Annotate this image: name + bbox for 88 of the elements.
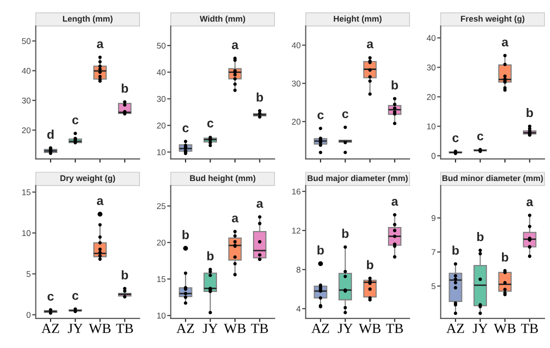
y-tick-label: 20 bbox=[157, 122, 166, 129]
annotation: c bbox=[182, 125, 189, 132]
annotation: b bbox=[256, 92, 264, 102]
x-tick-label: TB bbox=[386, 324, 403, 333]
chart-title: Dry weight (g) bbox=[60, 175, 116, 183]
y-tick-label: 40 bbox=[292, 42, 301, 48]
annotation: b bbox=[182, 230, 189, 240]
annotation: b bbox=[207, 251, 214, 260]
y-tick-label: 40 bbox=[426, 35, 436, 41]
annotation: b bbox=[122, 270, 128, 280]
y-tick-label: 12 bbox=[292, 228, 300, 234]
y-tick-label: 20 bbox=[22, 127, 31, 134]
y-tick-label: 9 bbox=[432, 215, 436, 222]
annotation: c bbox=[342, 111, 348, 118]
annotation: c bbox=[72, 117, 78, 124]
annotation: c bbox=[72, 293, 78, 300]
x-tick-label: WB bbox=[224, 324, 246, 334]
annotation: a bbox=[256, 200, 264, 208]
y-tick-label: 10 bbox=[427, 123, 436, 130]
y-tick-label: 7 bbox=[432, 249, 436, 256]
y-tick-label: 30 bbox=[22, 98, 31, 104]
y-tick-label: 40 bbox=[22, 68, 31, 74]
y-tick-label: 50 bbox=[156, 42, 166, 49]
annotation: b bbox=[342, 228, 349, 238]
y-tick-label: 40 bbox=[156, 69, 166, 76]
y-tick-label: 30 bbox=[426, 64, 436, 70]
y-tick-label: 4 bbox=[296, 306, 301, 312]
annotation: b bbox=[122, 84, 128, 93]
y-tick-label: 25 bbox=[157, 203, 166, 210]
x-tick-label: AZ bbox=[446, 324, 464, 333]
annotation: c bbox=[318, 112, 324, 120]
y-tick-label: 10 bbox=[22, 230, 31, 236]
y-tick-label: 15 bbox=[22, 189, 31, 196]
annotation: c bbox=[48, 294, 54, 301]
x-tick-label: AZ bbox=[176, 324, 194, 333]
annotation: c bbox=[207, 120, 214, 128]
annotation: b bbox=[502, 252, 508, 262]
annotation: a bbox=[232, 216, 239, 222]
y-tick-label: 20 bbox=[157, 240, 166, 246]
annotation: c bbox=[452, 135, 459, 142]
x-tick-label: TB bbox=[521, 324, 538, 333]
y-tick-label: 20 bbox=[292, 118, 301, 125]
chart-title: Bud major diameter (mm) bbox=[308, 175, 408, 183]
annotation: b bbox=[452, 246, 459, 255]
annotation: a bbox=[392, 198, 398, 206]
x-tick-label: AZ bbox=[41, 324, 60, 333]
y-tick-label: 0 bbox=[26, 312, 31, 318]
y-tick-label: 10 bbox=[157, 149, 166, 156]
x-tick-label: WB bbox=[358, 324, 380, 334]
chart-title: Bud minor diameter (mm) bbox=[442, 175, 543, 183]
x-tick-label: JY bbox=[472, 324, 488, 334]
x-tick-label: WB bbox=[494, 324, 516, 334]
y-tick-label: 30 bbox=[292, 80, 301, 86]
y-tick-label: 30 bbox=[156, 96, 166, 102]
y-tick-label: 8 bbox=[296, 266, 300, 273]
annotation: d bbox=[47, 130, 54, 139]
annotation: b bbox=[526, 108, 533, 118]
annotation: a bbox=[502, 40, 509, 46]
annotation: a bbox=[366, 41, 374, 48]
annotation: b bbox=[392, 80, 398, 90]
annotation: b bbox=[366, 260, 374, 270]
x-tick-label: JY bbox=[68, 324, 83, 334]
annotation: a bbox=[232, 42, 239, 50]
x-tick-label: JY bbox=[338, 324, 353, 334]
y-tick-label: 5 bbox=[432, 283, 436, 290]
annotation: a bbox=[96, 198, 104, 206]
chart-title: Bud height (mm) bbox=[190, 175, 256, 183]
y-tick-label: 20 bbox=[426, 94, 436, 100]
x-tick-label: WB bbox=[88, 324, 111, 334]
chart-title: Width (mm) bbox=[200, 16, 246, 24]
y-tick-label: 5 bbox=[26, 271, 31, 277]
y-tick-label: 10 bbox=[157, 312, 166, 319]
x-tick-label: AZ bbox=[311, 324, 330, 333]
y-tick-label: 50 bbox=[22, 38, 31, 44]
annotation: b bbox=[318, 245, 324, 255]
y-tick-label: 16 bbox=[292, 188, 300, 195]
x-tick-label: TB bbox=[116, 324, 133, 333]
annotation: a bbox=[96, 41, 104, 48]
y-tick-label: 15 bbox=[157, 276, 166, 282]
chart-title: Fresh weight (g) bbox=[460, 16, 524, 24]
chart-title: Length (mm) bbox=[62, 16, 112, 24]
annotation: c bbox=[477, 134, 484, 140]
x-tick-label: JY bbox=[202, 324, 218, 334]
annotation: a bbox=[526, 199, 534, 206]
x-tick-label: TB bbox=[251, 324, 268, 333]
y-tick-label: 0 bbox=[432, 152, 436, 159]
chart-title: Height (mm) bbox=[334, 16, 382, 24]
annotation: b bbox=[477, 232, 484, 242]
